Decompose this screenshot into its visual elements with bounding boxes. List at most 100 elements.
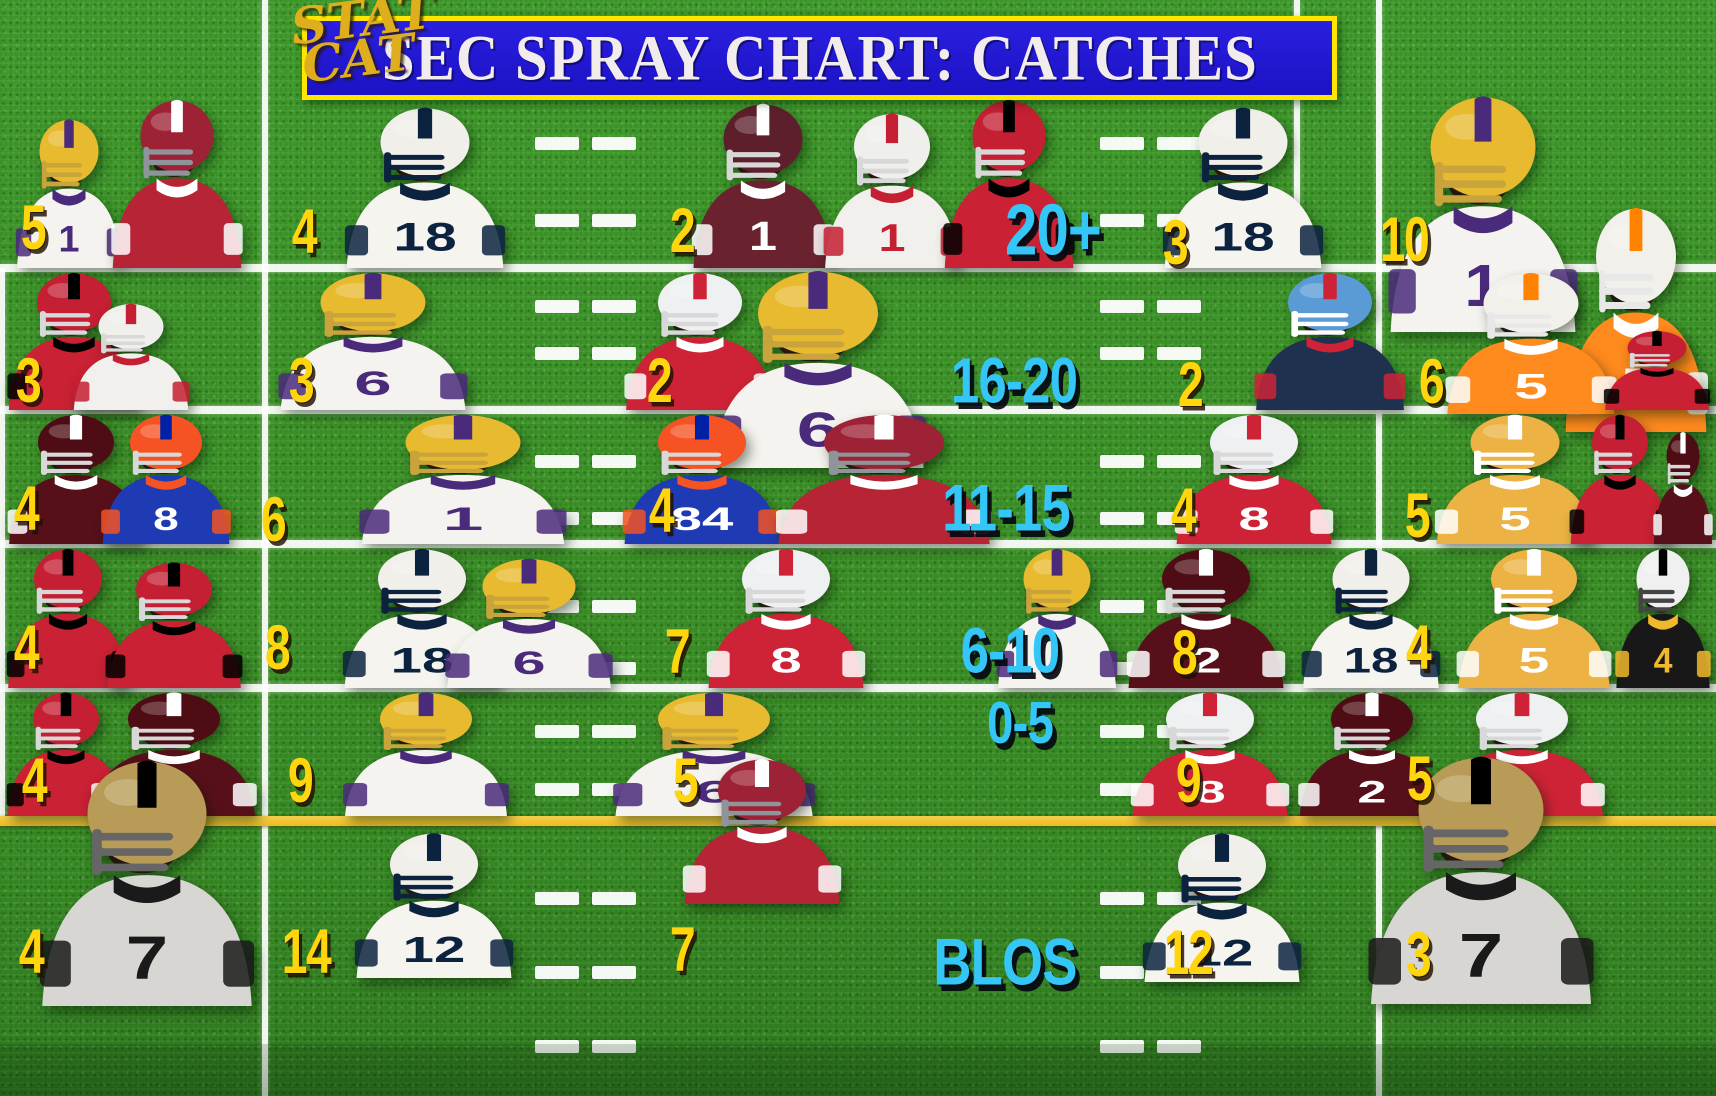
zone-label-6-10: 6-10 [960,615,1061,687]
player-image-georgia [98,558,250,688]
hash-mark [535,300,579,313]
svg-text:18: 18 [393,214,456,259]
player-image-ole-miss-red: 8 [698,544,874,688]
svg-text:1: 1 [878,217,905,260]
catch-count: 8 [1171,617,1198,689]
zone-label-0-5: 0-5 [986,690,1054,756]
hash-mark [1100,137,1144,150]
svg-text:5: 5 [1519,641,1550,680]
hash-mark [535,347,579,360]
catch-count: 5 [672,745,699,817]
player-image-tennessee: 5 [1436,268,1626,414]
hash-mark [535,725,579,738]
hash-mark [1157,300,1201,313]
player-image-vanderbilt: 7 [1356,748,1606,1004]
yard-line-right-upper-segment [1294,0,1300,268]
svg-text:5: 5 [1514,366,1548,406]
hash-mark [1100,1040,1144,1053]
hash-mark [1100,214,1144,227]
player-image-auburn: 18 [1154,102,1332,268]
catch-count: 5 [20,192,47,264]
catch-count: 6 [260,484,287,556]
hash-mark [592,725,636,738]
player-image-florida: 84 [614,410,790,544]
svg-text:4: 4 [1654,642,1673,681]
player-image-alabama [674,754,850,904]
catch-count: 4 [291,196,318,268]
catch-count: 7 [669,914,696,986]
player-image-georgia [0,544,136,688]
hash-mark [592,214,636,227]
hash-mark [535,783,579,796]
hash-mark [592,455,636,468]
svg-text:2: 2 [1357,775,1386,810]
hash-mark [592,892,636,905]
svg-text:7: 7 [1459,921,1503,990]
catch-count: 4 [18,916,45,988]
catch-count: 12 [1163,917,1214,989]
svg-text:1: 1 [443,501,484,537]
player-image-ole-miss-red: 8 [1122,688,1298,816]
zone-label-blos: BLOS [933,925,1077,999]
svg-text:8: 8 [1238,500,1269,537]
catch-count: 9 [287,745,314,817]
catch-count: 2 [669,195,696,267]
svg-text:8: 8 [770,641,801,680]
hash-mark [592,347,636,360]
catch-count: 10 [1379,204,1430,276]
player-image-tennessee-gold: 5 [1426,410,1604,544]
hash-mark [1100,892,1144,905]
player-image-alabama [104,94,250,268]
hash-mark [1100,347,1144,360]
player-image-lsu: 6 [268,268,478,410]
player-image-tennessee-gold: 5 [1448,544,1620,688]
player-image-lsu: 6 [436,554,622,688]
player-image-auburn: 12 [1134,828,1310,982]
player-image-texas-am: 2 [1118,544,1294,688]
player-image-auburn: 18 [1294,544,1448,688]
player-image-georgia-white: 1 [816,108,968,268]
svg-text:2: 2 [1190,641,1221,680]
hash-mark [1157,455,1201,468]
yard-line-left [262,0,268,1096]
svg-text:8: 8 [153,501,179,537]
hash-mark [592,600,636,613]
player-image-texas-am: 2 [1290,688,1454,816]
catch-count: 4 [13,612,40,684]
catch-count: 6 [1418,346,1445,418]
title-banner: SEC SPRAY CHART: CATCHES [302,16,1337,100]
statcat-logo: STAT CAT [288,0,438,133]
hash-mark [592,300,636,313]
svg-text:84: 84 [671,500,734,537]
catch-count: 2 [646,345,673,417]
zone-divider-line [0,540,1716,548]
svg-text:12: 12 [1191,933,1254,974]
svg-text:1: 1 [59,218,80,260]
player-image-auburn: 12 [346,828,522,978]
hash-mark [1100,600,1144,613]
yard-line-right [1376,0,1382,1096]
zone-label-20plus: 20+ [1005,188,1102,270]
hash-mark [1100,725,1144,738]
zone-label-16-20: 16-20 [950,345,1078,417]
catch-count: 5 [1404,480,1431,552]
svg-text:18: 18 [391,641,454,680]
catch-count: 3 [1162,207,1189,279]
zone-divider-line [0,684,1716,692]
page-title: SEC SPRAY CHART: CATCHES [381,21,1258,94]
svg-text:18: 18 [1344,642,1399,681]
line-of-scrimmage [0,816,1716,826]
hash-mark [535,214,579,227]
player-image-ole-miss-red [616,268,784,410]
player-image-lsu [334,688,518,816]
catch-count: 4 [13,473,40,545]
player-image-georgia-white [66,300,196,410]
hash-mark [1157,137,1201,150]
catch-count: 7 [664,616,691,688]
catch-count: 4 [648,475,675,547]
svg-text:18: 18 [1211,214,1274,259]
zone-divider-line [0,264,1716,272]
player-image-auburn: 18 [336,102,514,268]
player-image-vanderbilt: 7 [28,752,266,1006]
